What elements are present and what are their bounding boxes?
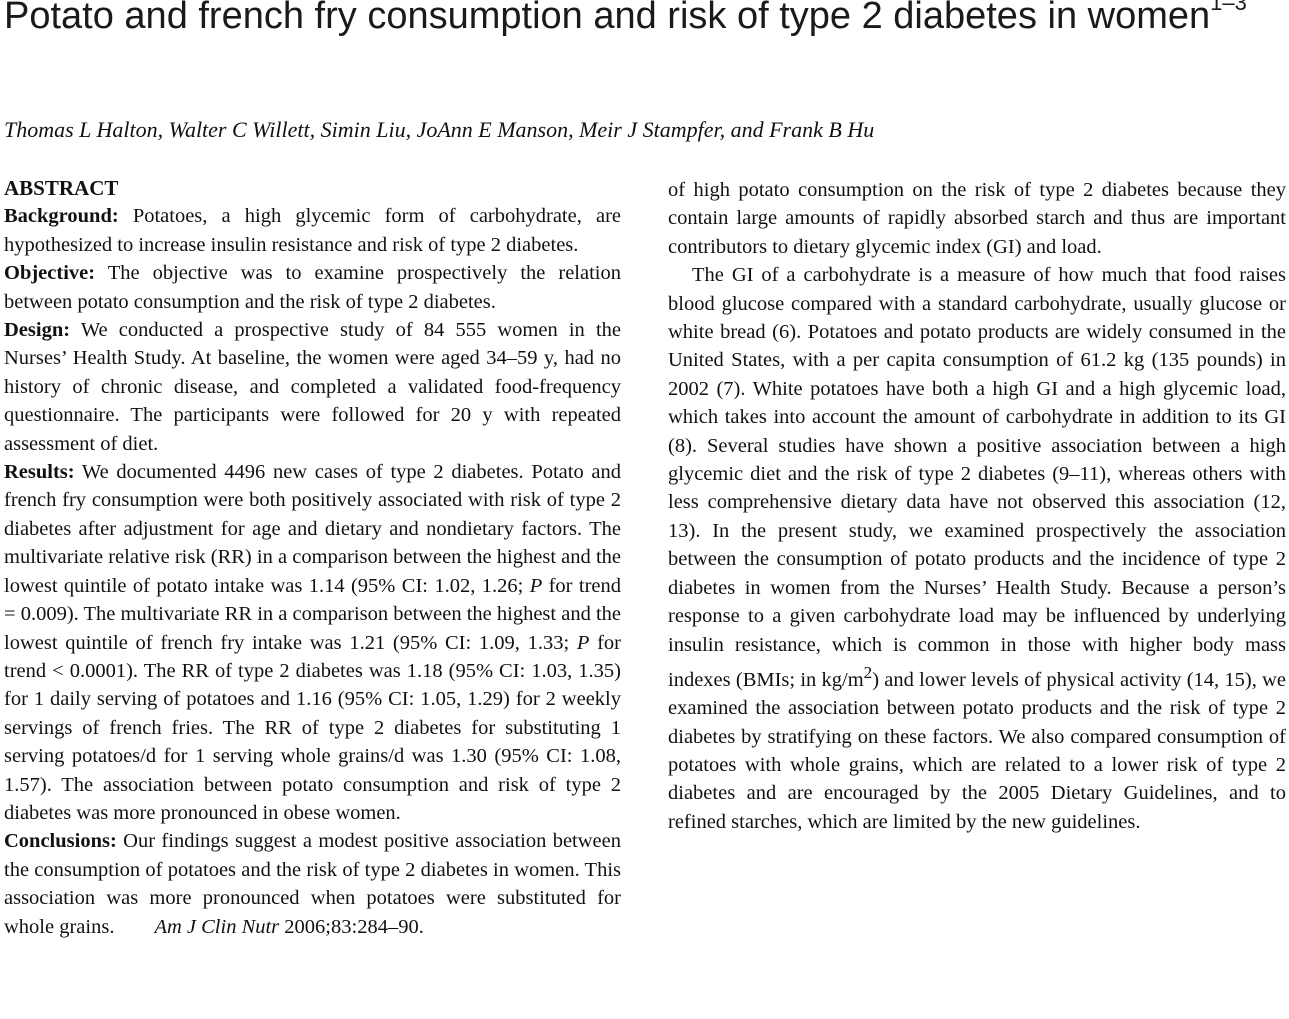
abstract-column: ABSTRACT Background: Potatoes, a high gl… bbox=[4, 174, 621, 941]
superscript-two: 2 bbox=[863, 662, 873, 682]
design-label: Design: bbox=[4, 319, 71, 342]
abstract-heading: ABSTRACT bbox=[4, 176, 119, 200]
background-label: Background: bbox=[4, 205, 119, 228]
objective-label: Objective: bbox=[4, 262, 96, 285]
abstract-objective: Objective: The objective was to examine … bbox=[4, 259, 621, 316]
abstract-results: Results: We documented 4496 new cases of… bbox=[4, 458, 621, 827]
objective-text: The objective was to examine prospective… bbox=[4, 262, 621, 313]
body-paragraph-2-part-a: The GI of a carbohydrate is a measure of… bbox=[668, 264, 1286, 691]
body-paragraph-2-part-b: ) and lower levels of physical activity … bbox=[668, 668, 1286, 833]
body-column: of high potato consumption on the risk o… bbox=[668, 176, 1286, 836]
citation-details: 2006;83:284–90. bbox=[284, 915, 424, 938]
results-p-symbol-1: P bbox=[529, 574, 543, 597]
background-text: Potatoes, a high glycemic form of carboh… bbox=[4, 205, 621, 256]
conclusions-text: Our findings suggest a modest positive a… bbox=[4, 830, 622, 938]
results-text-2: for trend = 0.009). The multivariate RR … bbox=[4, 574, 622, 654]
article-title: Potato and french fry consumption and ri… bbox=[4, 0, 1264, 38]
body-paragraph-1: of high potato consumption on the risk o… bbox=[668, 179, 1286, 258]
conclusions-label: Conclusions: bbox=[4, 830, 117, 853]
body-paragraph-2: The GI of a carbohydrate is a measure of… bbox=[668, 261, 1286, 836]
abstract-background: Background: Potatoes, a high glycemic fo… bbox=[4, 202, 621, 259]
results-p-symbol-2: P bbox=[576, 631, 590, 654]
citation-journal: Am J Clin Nutr bbox=[154, 915, 280, 938]
author-list: Thomas L Halton, Walter C Willett, Simin… bbox=[4, 117, 875, 142]
abstract-design: Design: We conducted a prospective study… bbox=[4, 316, 621, 458]
results-label: Results: bbox=[4, 461, 75, 484]
design-text: We conducted a prospective study of 84 5… bbox=[4, 319, 621, 455]
results-text-1: We documented 4496 new cases of type 2 d… bbox=[4, 461, 621, 597]
article-title-text: Potato and french fry consumption and ri… bbox=[4, 0, 1211, 37]
results-text-3: for trend < 0.0001). The RR of type 2 di… bbox=[4, 631, 622, 824]
abstract-conclusions: Conclusions: Our findings suggest a mode… bbox=[4, 827, 621, 941]
title-footnote-marker: 1–3 bbox=[1210, 0, 1247, 15]
